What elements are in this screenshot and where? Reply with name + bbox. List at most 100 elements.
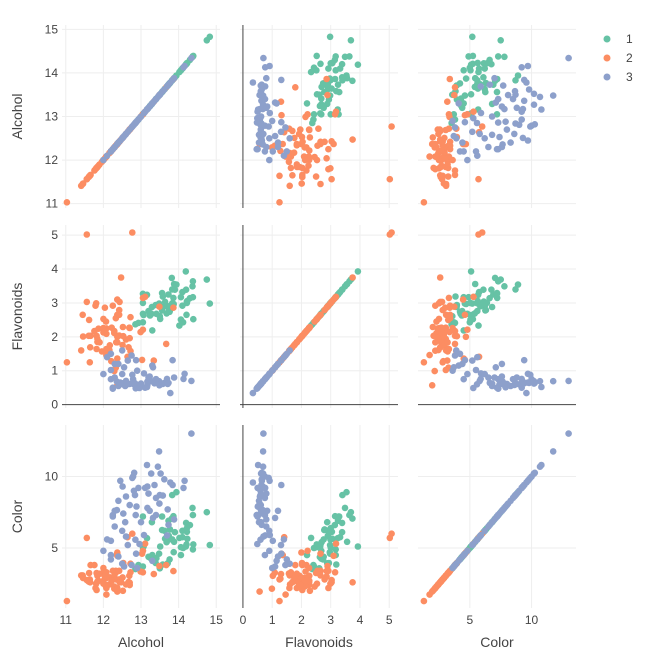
point-class-2 (306, 126, 313, 134)
point-class-2 (444, 345, 452, 353)
point-class-3 (115, 139, 122, 146)
point-class-1 (183, 299, 191, 307)
point-class-2 (298, 559, 306, 567)
point-class-2 (116, 298, 123, 306)
point-class-1 (497, 37, 505, 44)
point-class-1 (132, 321, 139, 328)
point-class-1 (354, 61, 362, 68)
point-class-3 (494, 95, 502, 103)
point-class-2 (444, 98, 451, 105)
point-class-3 (520, 97, 528, 105)
point-class-1 (310, 111, 318, 118)
point-class-2 (442, 366, 450, 374)
point-class-3 (513, 104, 521, 112)
point-class-3 (257, 87, 265, 95)
point-class-1 (332, 53, 340, 60)
point-class-3 (249, 389, 257, 397)
point-class-1 (488, 303, 496, 311)
point-class-1 (456, 80, 464, 87)
point-class-1 (206, 541, 214, 549)
point-class-2 (79, 333, 87, 340)
point-class-1 (189, 283, 196, 290)
point-class-3 (145, 104, 152, 112)
legend[interactable]: 1 2 3 (603, 32, 634, 84)
point-class-3 (283, 556, 291, 563)
point-class-1 (146, 312, 154, 319)
panel-color-vs-alcohol (62, 425, 220, 608)
point-class-3 (538, 383, 545, 391)
point-class-3 (261, 64, 269, 71)
x-tick-label: 14 (172, 613, 186, 627)
point-class-3 (271, 364, 279, 371)
point-class-3 (524, 62, 532, 70)
point-class-2 (461, 311, 469, 319)
point-class-2 (325, 145, 332, 153)
point-class-2 (289, 127, 296, 135)
point-class-2 (446, 75, 454, 83)
legend-item-2[interactable]: 2 (603, 51, 634, 65)
legend-item-1[interactable]: 1 (603, 32, 634, 46)
point-class-1 (467, 299, 474, 307)
point-class-1 (153, 310, 160, 318)
x-tick-label: 15 (210, 613, 224, 627)
point-class-3 (460, 375, 468, 383)
point-class-3 (518, 64, 525, 71)
point-class-3 (499, 82, 507, 89)
point-class-1 (303, 100, 311, 107)
point-class-1 (482, 307, 489, 314)
point-class-2 (282, 591, 289, 598)
point-class-2 (436, 298, 444, 306)
point-class-3 (273, 557, 280, 565)
point-class-3 (145, 374, 152, 381)
point-class-3 (263, 104, 270, 112)
legend-label: 3 (626, 70, 633, 84)
point-class-3 (277, 128, 285, 136)
point-class-1 (346, 53, 353, 60)
point-class-1 (475, 322, 482, 329)
point-class-2 (317, 138, 324, 146)
point-class-2 (433, 318, 440, 325)
point-class-2 (276, 576, 283, 583)
point-class-3 (157, 470, 164, 477)
point-class-1 (313, 91, 321, 98)
point-class-3 (271, 132, 279, 140)
point-class-2 (441, 304, 449, 312)
point-class-3 (450, 563, 458, 570)
point-class-3 (126, 501, 133, 509)
point-class-3 (269, 537, 277, 545)
panel-alcohol-vs-color (418, 25, 576, 208)
point-class-1 (323, 100, 331, 108)
y-axis-title: Alcohol (9, 94, 25, 140)
point-class-3 (170, 516, 178, 523)
point-class-1 (176, 534, 183, 542)
point-class-3 (140, 370, 148, 377)
point-class-3 (530, 90, 538, 98)
point-class-3 (488, 131, 496, 139)
point-class-3 (274, 143, 282, 151)
point-class-2 (436, 138, 444, 145)
point-class-1 (501, 283, 508, 290)
point-class-3 (524, 370, 532, 378)
point-class-1 (317, 541, 324, 548)
point-class-2 (451, 167, 459, 174)
point-class-1 (467, 91, 475, 98)
point-class-3 (144, 504, 151, 512)
point-class-3 (464, 547, 471, 555)
point-class-3 (498, 360, 506, 368)
point-class-3 (257, 518, 265, 526)
point-class-3 (156, 500, 163, 507)
point-class-1 (483, 299, 491, 307)
x-axis-title: Flavonoids (285, 634, 353, 650)
point-class-3 (498, 507, 506, 515)
point-class-1 (189, 293, 197, 301)
point-class-2 (305, 577, 312, 585)
point-class-3 (257, 380, 265, 387)
point-class-3 (450, 364, 458, 371)
point-class-2 (85, 332, 92, 340)
point-class-2 (293, 161, 301, 168)
point-class-1 (171, 528, 179, 536)
point-class-2 (444, 570, 451, 577)
point-class-2 (63, 199, 71, 206)
legend-item-3[interactable]: 3 (603, 70, 634, 84)
point-class-3 (259, 448, 267, 455)
